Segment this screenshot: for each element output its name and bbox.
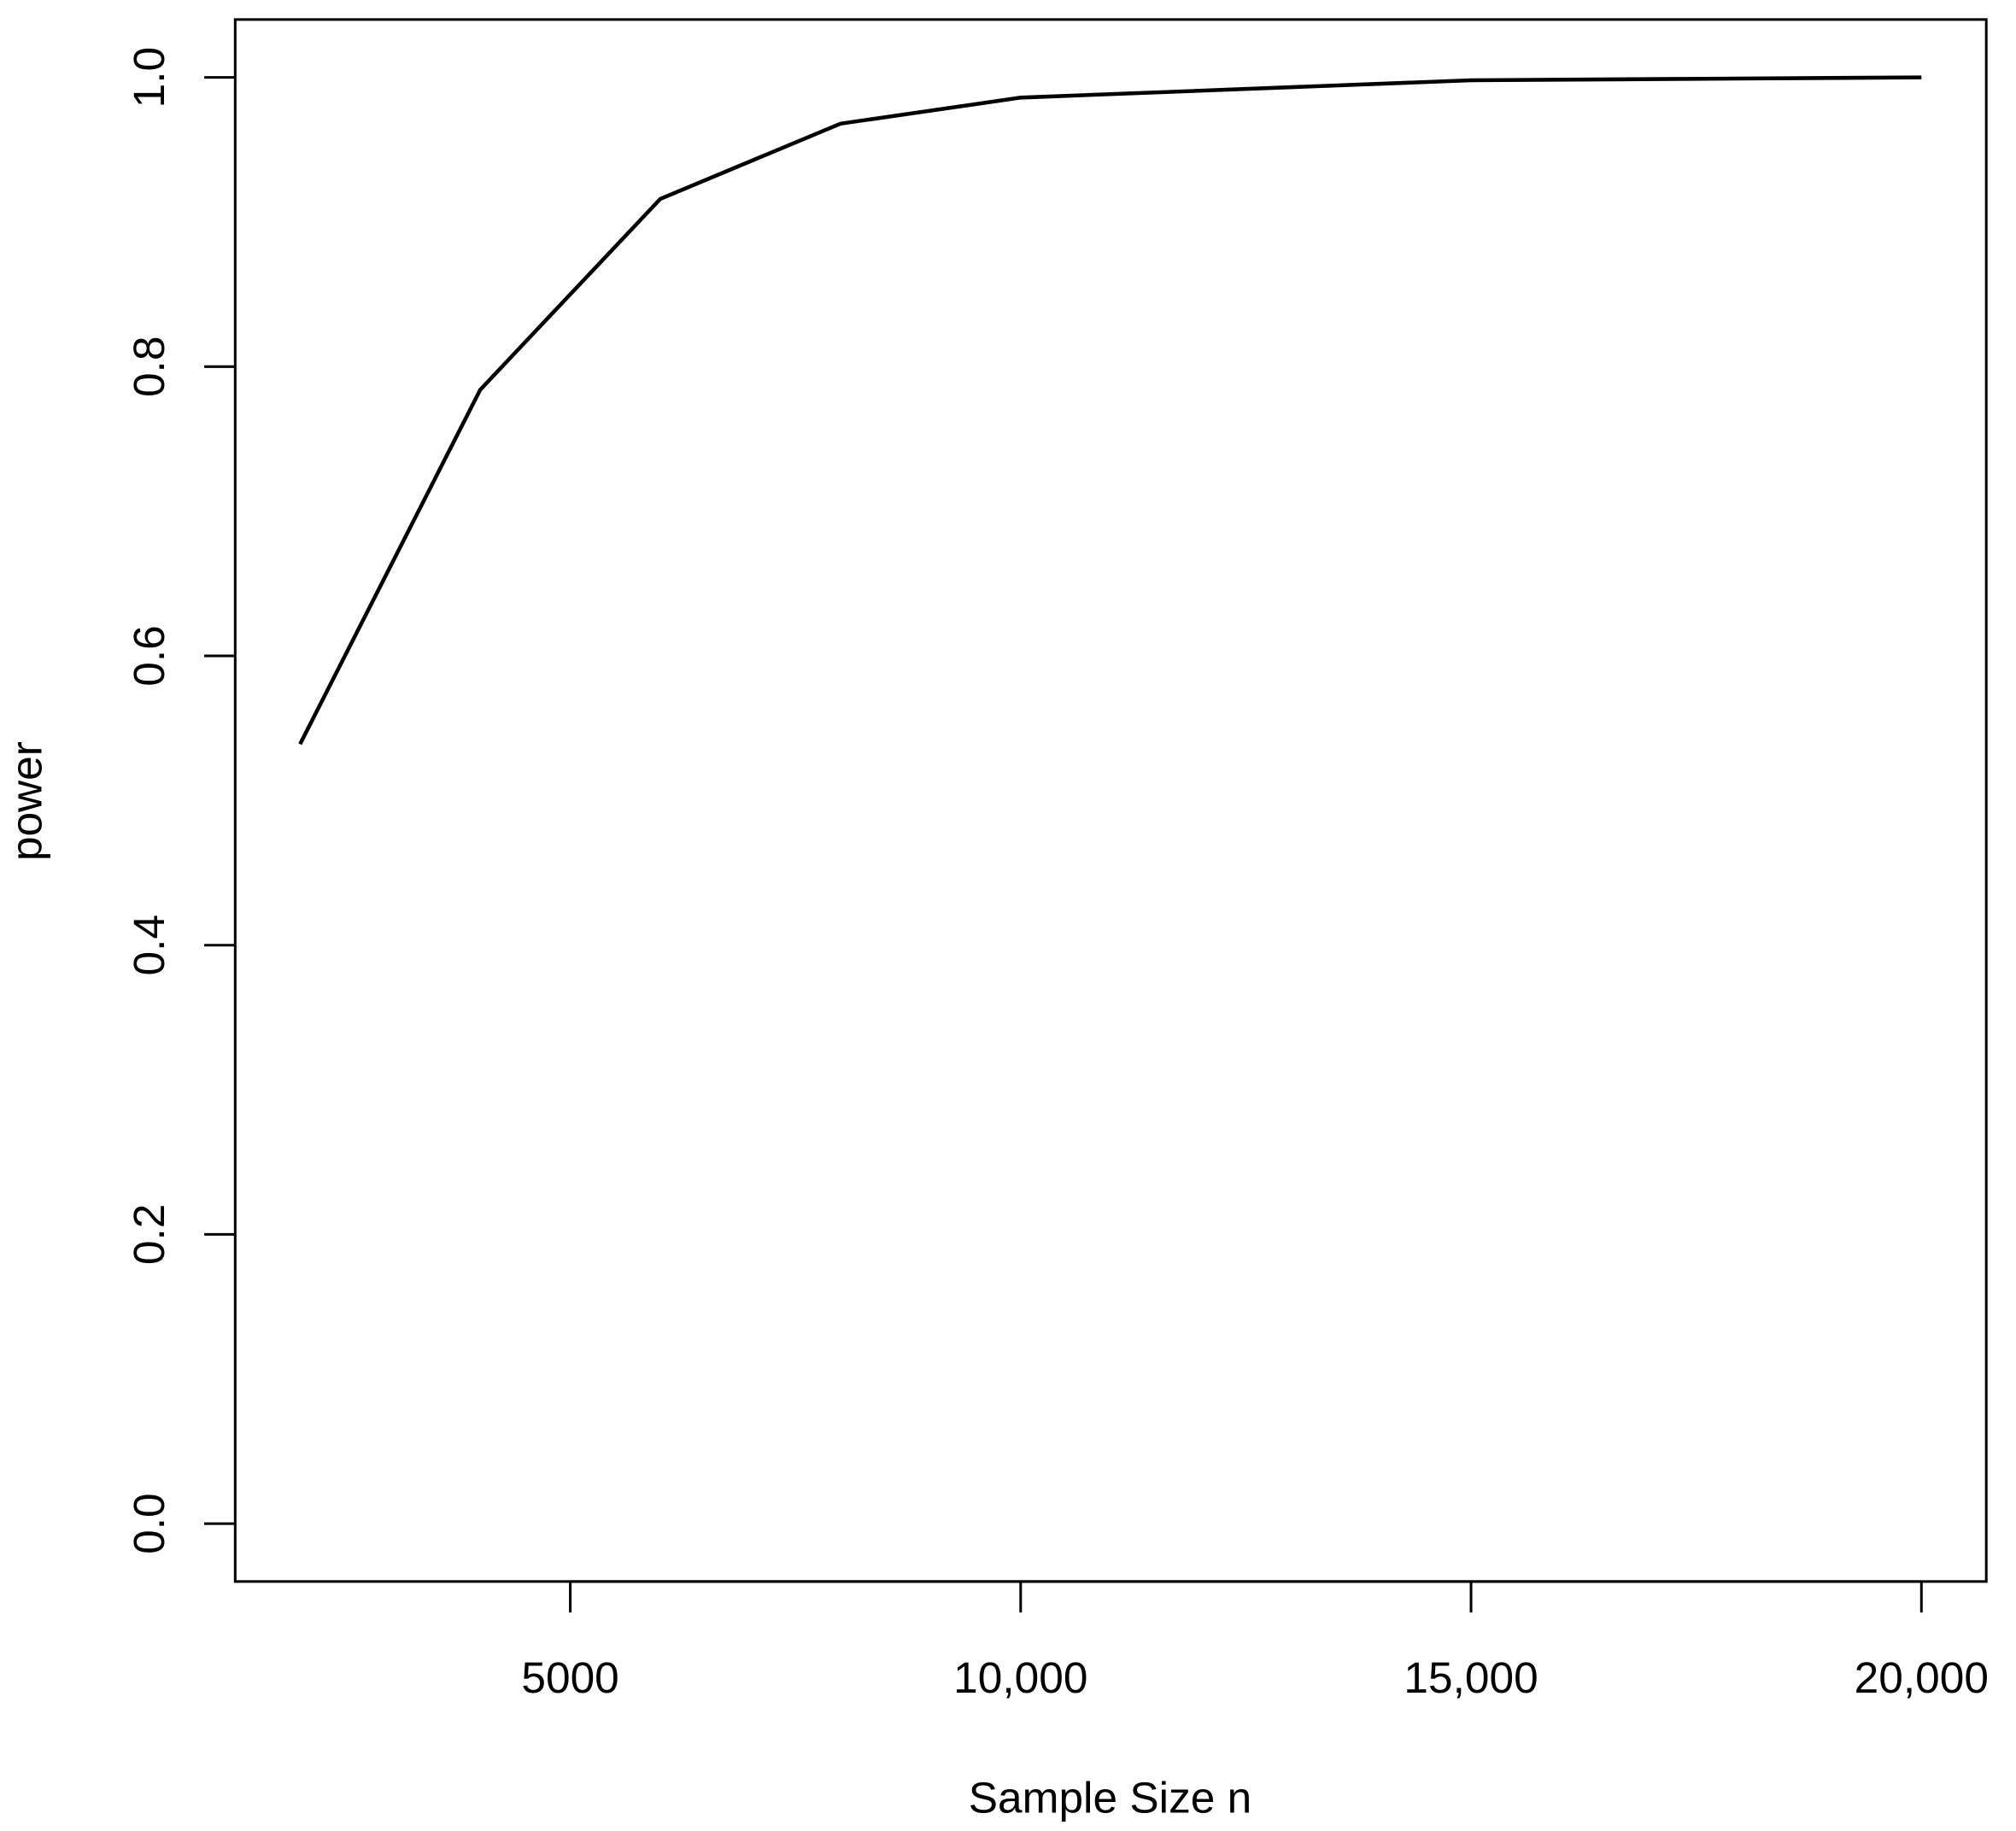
y-tick-label: 0.2 (124, 1204, 173, 1265)
y-tick-label: 1.0 (124, 47, 173, 108)
x-tick-label: 5000 (521, 1653, 618, 1702)
line (298, 75, 1922, 746)
y-tick-label: 0.8 (124, 336, 173, 397)
x-tick-label: 15,000 (1404, 1653, 1538, 1702)
plot-box (233, 18, 1988, 1583)
y-tick-label: 0.4 (124, 915, 173, 975)
x-axis-label: Sample Size n (969, 1773, 1252, 1822)
x-tick-label: 20,000 (1855, 1653, 1989, 1702)
y-axis-label: power (1, 741, 50, 861)
y-tick-label: 0.6 (124, 625, 173, 686)
y-tick-label: 0.0 (124, 1493, 173, 1553)
x-tick-label: 10,000 (953, 1653, 1087, 1702)
